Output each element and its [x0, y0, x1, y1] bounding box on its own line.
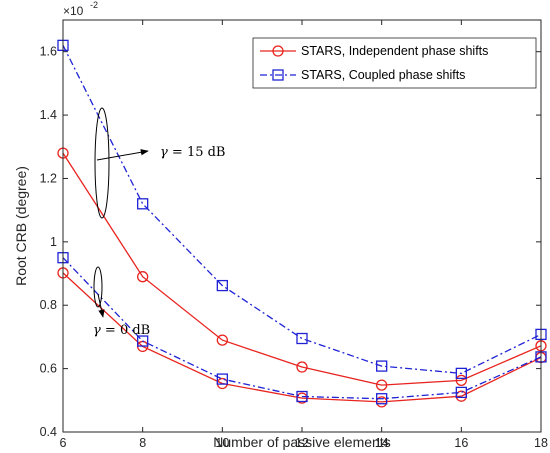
- series-1-point-4: [376, 360, 388, 372]
- y-tick-label-6: 1.6: [40, 45, 57, 59]
- x-tick-label-2: 10: [215, 436, 229, 450]
- legend: STARS, Independent phase shifts STARS, C…: [252, 37, 537, 89]
- y-tick-label-4: 1.2: [40, 171, 57, 185]
- series-line-0: [62, 152, 542, 386]
- series-0-point-5: [455, 374, 467, 386]
- series-0-point-3: [296, 361, 308, 373]
- annotation-symbol-0db: γ: [93, 323, 101, 338]
- annotation-gamma-0: γ = 0 dB: [93, 266, 150, 338]
- x-tick-label-0: 6: [60, 436, 67, 450]
- legend-marker-coupled: [272, 69, 284, 81]
- y-tick-label-3: 1: [50, 235, 57, 249]
- series-1-point-3: [296, 332, 308, 345]
- series-0-point-1: [137, 271, 149, 283]
- annotation-arrow-15db: [96, 149, 149, 161]
- series-0-point-2: [216, 334, 228, 346]
- annotation-symbol-15db: γ: [160, 145, 168, 160]
- annotation-ellipse-0db: [93, 266, 103, 308]
- y-tick-label-0: 0.4: [40, 425, 57, 439]
- series-3-point-4: [376, 393, 388, 405]
- annotation-label-15db: γ = 15 dB: [160, 145, 226, 160]
- series-3-point-2: [216, 373, 228, 385]
- legend-box: [252, 37, 537, 89]
- plot-area: [63, 20, 541, 432]
- y-axis-title: Root CRB (degree): [13, 166, 29, 286]
- series-1-point-2: [216, 279, 228, 292]
- series-line-1: [62, 45, 542, 375]
- series-3-point-1: [137, 335, 149, 347]
- axes-frame: [62, 19, 542, 433]
- annotation-value-0db: = 0 dB: [101, 323, 150, 338]
- legend-label-coupled: STARS, Coupled phase shifts: [301, 68, 465, 82]
- x-tick-label-3: 12: [295, 436, 309, 450]
- x-tick-label-6: 18: [534, 436, 548, 450]
- y-exponent-power: -2: [90, 0, 98, 10]
- series-3-point-3: [296, 390, 308, 403]
- legend-marker-independent: [272, 45, 284, 57]
- annotation-gamma-15: γ = 15 dB: [94, 107, 226, 219]
- annotation-label-0db: γ = 0 dB: [93, 323, 150, 338]
- x-tick-label-5: 16: [454, 436, 468, 450]
- series-1-point-5: [455, 367, 467, 380]
- annotation-value-15db: = 15 dB: [168, 145, 226, 160]
- x-tick-label-1: 8: [139, 436, 146, 450]
- series-0-point-4: [376, 379, 388, 391]
- y-tick-label-2: 0.8: [40, 298, 57, 312]
- legend-label-independent: STARS, Independent phase shifts: [301, 44, 488, 58]
- series-line-3: [62, 257, 542, 400]
- x-tick-label-4: 14: [375, 436, 389, 450]
- series-1-point-1: [137, 198, 149, 210]
- y-exponent-base: ×10: [63, 4, 84, 18]
- y-tick-label-1: 0.6: [40, 362, 57, 376]
- series-3-point-5: [455, 386, 467, 399]
- annotation-ellipse-15db: [94, 107, 110, 219]
- y-tick-label-5: 1.4: [40, 108, 57, 122]
- annotation-arrow-0db: [97, 293, 105, 318]
- x-axis-title: Number of passive elements: [213, 434, 390, 450]
